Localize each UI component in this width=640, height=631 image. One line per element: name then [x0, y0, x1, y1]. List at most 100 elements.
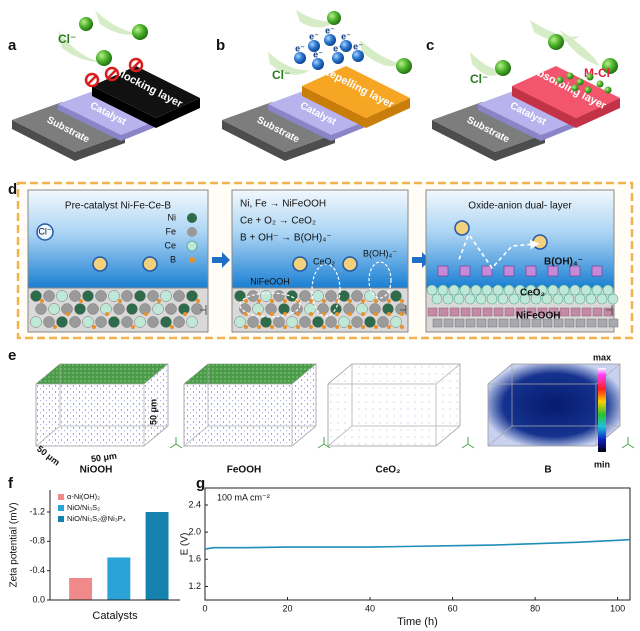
atom: [191, 303, 203, 315]
chloride-ion: [96, 50, 112, 66]
nifeooh-unit: [564, 318, 575, 328]
highlight: [311, 263, 341, 317]
ion-particle: [292, 256, 308, 272]
material-label: FeOOH: [227, 465, 261, 476]
atom: [53, 325, 57, 329]
nifeooh-unit: [581, 307, 592, 317]
borate: [481, 265, 493, 277]
atom: [82, 290, 94, 302]
atom: [348, 299, 352, 303]
nifeooh-unit: [482, 307, 493, 317]
nifeooh-unit: [438, 307, 449, 317]
atom: [234, 290, 246, 302]
top-layer: [302, 66, 410, 118]
nifeooh-unit: [504, 307, 515, 317]
legend-swatch: [58, 494, 64, 500]
y-tick-label: 2.0: [188, 526, 201, 536]
nifeooh-unit: [471, 307, 482, 317]
atom: [87, 303, 99, 315]
atom: [257, 312, 261, 316]
cube-edges: [35, 363, 169, 447]
atom: [338, 290, 350, 302]
ion-label: Cl⁻: [58, 32, 76, 46]
cube-top: [184, 364, 316, 384]
panel-label: d: [8, 181, 17, 198]
box-title: Pre-catalyst Ni-Fe-Ce-B: [65, 201, 171, 212]
panel-label: a: [8, 37, 17, 54]
atom: [400, 325, 404, 329]
atom: [108, 316, 120, 328]
ceo2-atom: [431, 293, 443, 305]
ceo2-atom: [596, 293, 608, 305]
ceo2-atom: [536, 284, 548, 296]
nifeooh-unit: [509, 318, 520, 328]
panel-label: b: [216, 37, 225, 54]
ceo2-atom: [514, 284, 526, 296]
atom: [69, 316, 81, 328]
ceo2-atom: [442, 293, 454, 305]
ceo2-atom: [503, 284, 515, 296]
axis-triad: [461, 437, 475, 449]
atom: [144, 312, 148, 316]
nifeooh-unit: [454, 318, 465, 328]
top-layer: [512, 66, 620, 118]
atom: [244, 299, 248, 303]
ceo2-atom: [486, 293, 498, 305]
atom: [387, 325, 391, 329]
bar: [145, 512, 169, 600]
reaction: Ce + O₂ → CeO₂: [240, 216, 316, 227]
atom: [186, 290, 198, 302]
cube: B: [487, 363, 635, 476]
atom: [92, 325, 96, 329]
electron-label: e⁻: [353, 41, 363, 51]
repel-arrow: [457, 235, 535, 270]
colorbar: [598, 368, 606, 452]
nifeooh-unit: [515, 307, 526, 317]
species-label: B(OH)₄⁻: [544, 257, 583, 268]
panel-label: c: [426, 37, 434, 54]
electron: [294, 52, 306, 64]
ground-symbol: [200, 305, 207, 315]
atom: [325, 316, 337, 328]
ceo2-atom: [585, 293, 597, 305]
nifeooh-unit: [537, 307, 548, 317]
layer-label: CeO₂: [520, 288, 545, 299]
atom: [296, 325, 300, 329]
cube-body: [327, 363, 461, 447]
ion-trail: [268, 52, 310, 75]
atom: [283, 325, 287, 329]
ceo2-atom: [519, 293, 531, 305]
nifeooh-unit: [487, 318, 498, 328]
atom: [335, 325, 339, 329]
nifeooh-unit: [498, 318, 509, 328]
ground-symbol: [606, 305, 613, 315]
ion-label: Cl⁻: [38, 226, 51, 236]
atom: [48, 303, 60, 315]
atom: [364, 316, 376, 328]
electron-label: e⁻: [341, 31, 351, 41]
atom: [173, 316, 185, 328]
ion-label: Cl⁻: [272, 68, 290, 82]
adsorbed-ion: [596, 80, 604, 88]
ion-particle: [532, 234, 548, 250]
atom: [299, 290, 311, 302]
legend-marker: [187, 227, 197, 237]
ion-trail: [95, 10, 140, 35]
colorbar-max: max: [593, 352, 611, 362]
atom: [348, 312, 352, 316]
catalyst-side: [331, 120, 368, 141]
atom: [387, 312, 391, 316]
nifeooh-unit: [592, 307, 603, 317]
atom: [244, 325, 248, 329]
chloride-ion: [36, 223, 54, 241]
atom: [270, 299, 274, 303]
substrate-side: [432, 120, 495, 161]
x-axis-label: Time (h): [397, 616, 438, 628]
adsorbed-ion: [576, 78, 584, 86]
nifeooh-unit: [531, 318, 542, 328]
atom: [121, 290, 133, 302]
y-tick-label: -1.2: [29, 506, 45, 516]
legend-label: Fe: [165, 226, 176, 236]
borate: [547, 265, 559, 277]
